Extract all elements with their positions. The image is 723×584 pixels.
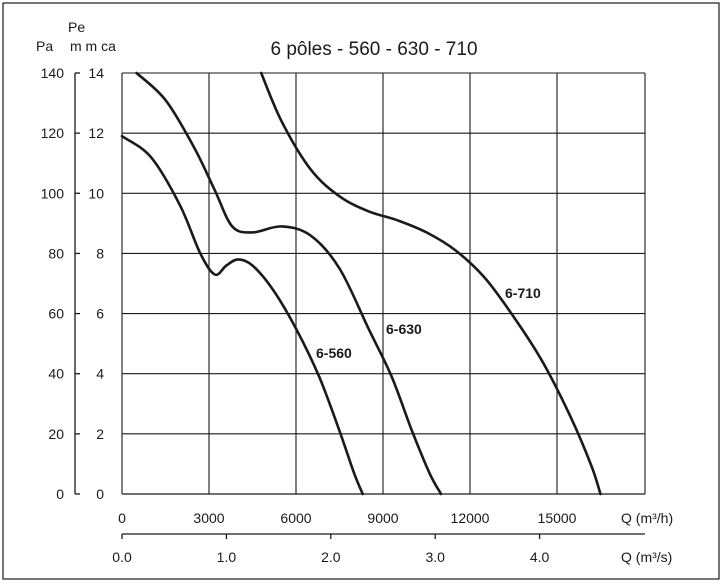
mmca-tick-label: 14 xyxy=(88,65,104,81)
curve-label-6560: 6-560 xyxy=(316,345,352,361)
pa-tick-label: 60 xyxy=(48,306,64,322)
mmca-tick-label: 2 xyxy=(96,426,104,442)
x-unit-m3s: Q (m³/s) xyxy=(621,549,672,565)
m3s-tick-label: 1.0 xyxy=(217,549,237,565)
pa-tick-label: 140 xyxy=(41,65,65,81)
curve-6710 xyxy=(259,71,602,496)
mmca-tick-label: 12 xyxy=(88,125,104,141)
x-unit-m3h: Q (m³/h) xyxy=(621,510,673,526)
curves xyxy=(120,71,602,496)
m3s-tick-label: 2.0 xyxy=(321,549,341,565)
m3s-tick-label: 3.0 xyxy=(425,549,445,565)
pa-tick-label: 120 xyxy=(41,125,65,141)
pa-tick-label: 80 xyxy=(48,245,64,261)
m3h-tick-label: 9000 xyxy=(367,510,398,526)
mmca-tick-label: 4 xyxy=(96,366,104,382)
mmca-tick-label: 8 xyxy=(96,245,104,261)
grid xyxy=(121,72,646,495)
curve-labels: 6-560 6-630 6-710 xyxy=(316,285,541,361)
chart-title: 6 pôles - 560 - 630 - 710 xyxy=(270,39,477,60)
y-unit-pe: Pe xyxy=(68,19,85,35)
axes xyxy=(74,72,645,539)
y-unit-mmca: m m ca xyxy=(70,38,116,54)
m3h-tick-label: 6000 xyxy=(280,510,311,526)
curve-6630 xyxy=(135,71,443,496)
mmca-tick-label: 0 xyxy=(96,486,104,502)
curve-6560 xyxy=(120,134,364,496)
m3h-tick-label: 15000 xyxy=(538,510,577,526)
m3h-tick-label: 3000 xyxy=(193,510,224,526)
curve-label-6710: 6-710 xyxy=(505,285,541,301)
pa-tick-label: 20 xyxy=(48,426,64,442)
pa-tick-label: 100 xyxy=(41,185,65,201)
mmca-tick-label: 10 xyxy=(88,185,104,201)
m3h-tick-label: 12000 xyxy=(451,510,490,526)
y-unit-pa: Pa xyxy=(36,38,53,54)
m3h-tick-label: 0 xyxy=(118,510,126,526)
curve-label-6630: 6-630 xyxy=(386,321,422,337)
mmca-tick-label: 6 xyxy=(96,306,104,322)
m3s-tick-label: 0.0 xyxy=(112,549,132,565)
m3s-tick-label: 4.0 xyxy=(530,549,550,565)
pa-tick-label: 0 xyxy=(56,486,64,502)
pa-tick-label: 40 xyxy=(48,366,64,382)
